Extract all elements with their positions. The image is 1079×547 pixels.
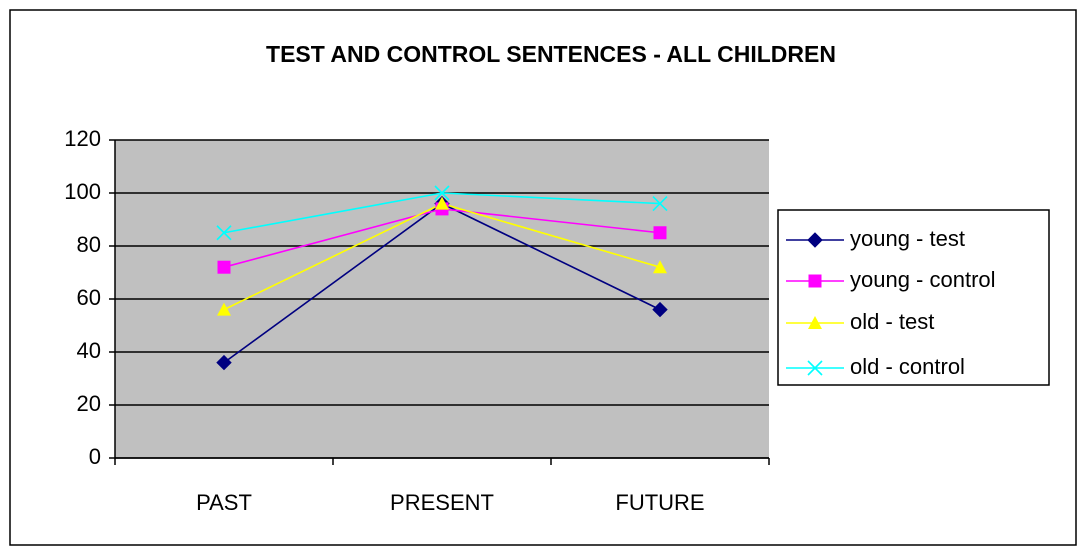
y-tick-label: 60	[77, 285, 101, 310]
legend-label: young - test	[850, 226, 965, 251]
y-tick-label: 80	[77, 232, 101, 257]
y-tick-label: 120	[64, 126, 101, 151]
legend-label: old - control	[850, 354, 965, 379]
data-point	[653, 226, 667, 240]
y-tick-label: 20	[77, 391, 101, 416]
data-point	[217, 260, 231, 274]
y-tick-label: 100	[64, 179, 101, 204]
x-tick-label: PAST	[196, 490, 252, 515]
data-point	[652, 196, 668, 212]
legend-marker	[807, 360, 823, 376]
data-point	[653, 260, 667, 274]
chart-title: TEST AND CONTROL SENTENCES - ALL CHILDRE…	[266, 41, 836, 67]
y-tick-label: 0	[89, 444, 101, 469]
x-tick-label: PRESENT	[390, 490, 494, 515]
data-point	[216, 225, 232, 241]
data-point	[434, 185, 450, 201]
legend-marker	[807, 232, 823, 248]
data-point	[216, 354, 232, 371]
legend-label: old - test	[850, 309, 934, 334]
y-tick-label: 40	[77, 338, 101, 363]
legend-marker	[808, 316, 822, 329]
data-point	[652, 301, 668, 318]
legend-marker	[808, 274, 822, 288]
data-point	[435, 196, 449, 210]
data-point	[217, 302, 231, 316]
legend-label: young - control	[850, 267, 996, 292]
legend-box	[777, 209, 1050, 386]
x-tick-label: FUTURE	[615, 490, 704, 515]
